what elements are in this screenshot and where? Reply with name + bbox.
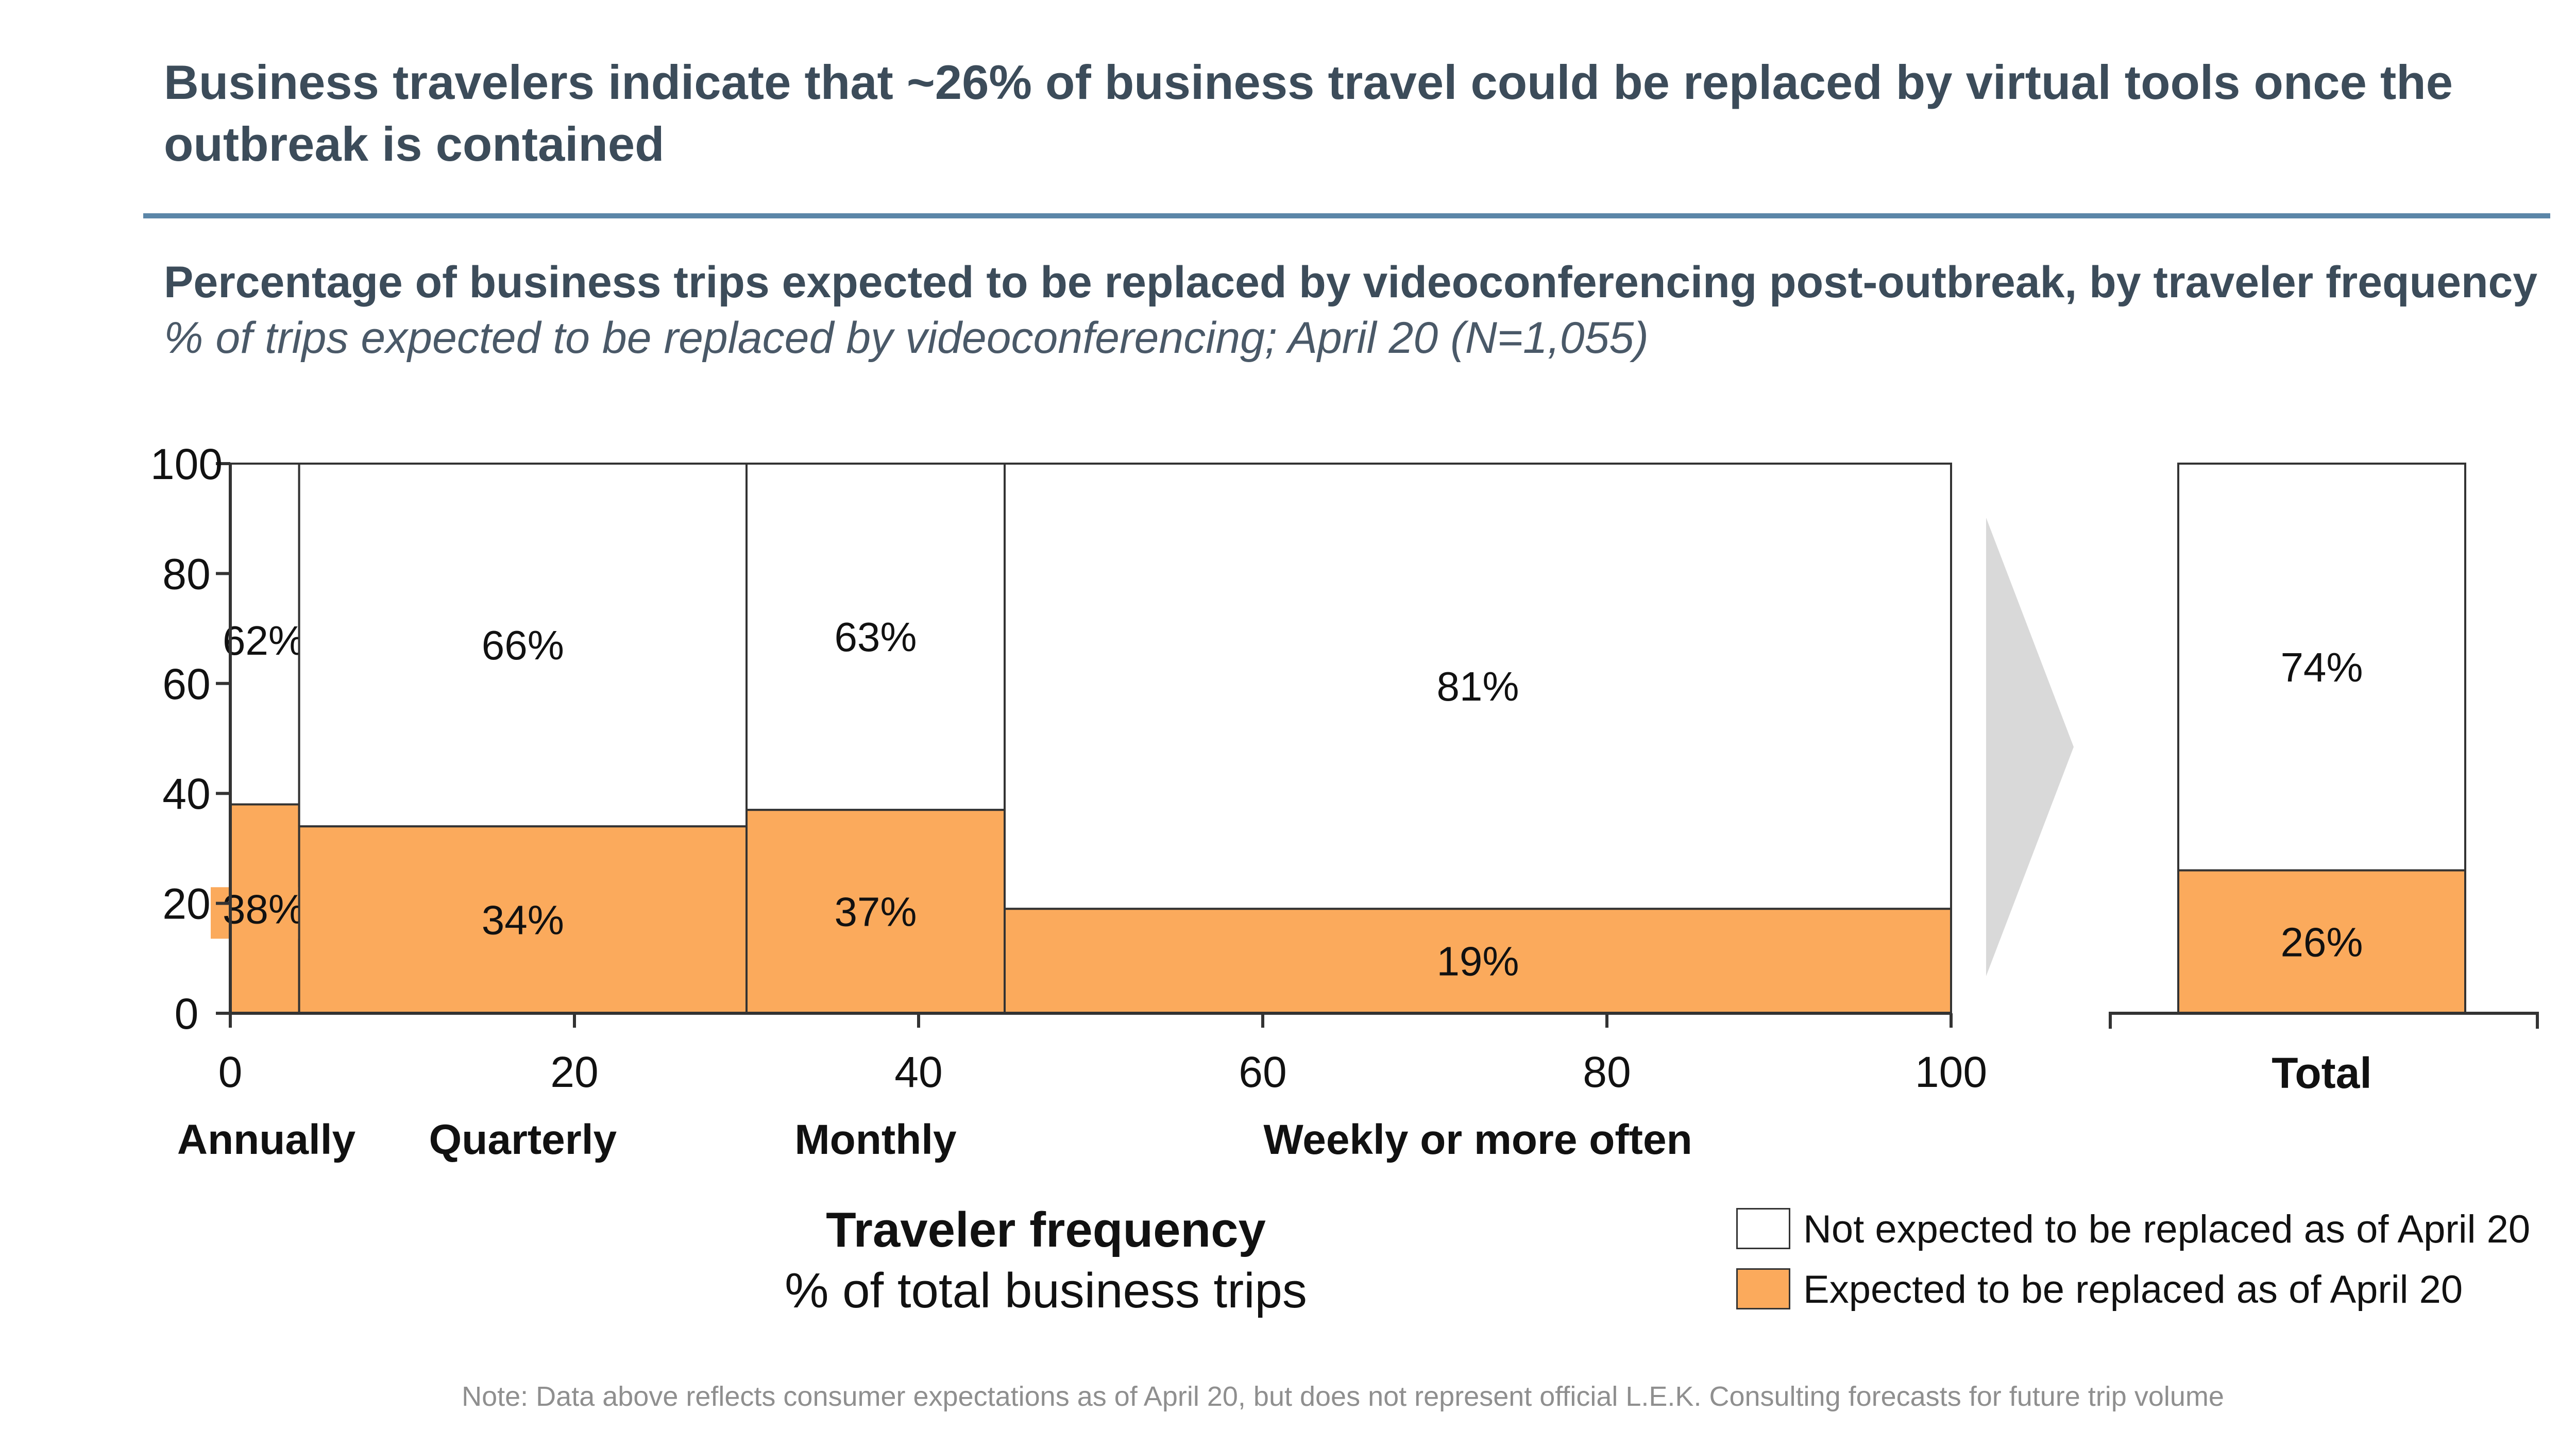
chart-subtitle: % of trips expected to be replaced by vi… — [164, 313, 1649, 363]
category-label-annually: Annually — [177, 1116, 356, 1163]
x-axis-title: Traveler frequency — [826, 1202, 1266, 1257]
data-label-expected-quarterly: 34% — [482, 897, 564, 943]
category-label-total: Total — [2272, 1049, 2371, 1097]
x-tick-label-80: 80 — [1583, 1048, 1631, 1096]
bar-not-expected-monthly — [745, 463, 1006, 811]
title-divider — [143, 213, 2550, 218]
data-label-not-expected-total: 74% — [2280, 644, 2363, 690]
bar-not-expected-weekly-or-more-often — [1004, 463, 1952, 910]
x-axis-subtitle: % of total business trips — [785, 1263, 1307, 1318]
data-label-not-expected-weekly-or-more-often: 81% — [1436, 663, 1519, 709]
x-tick-label-100: 100 — [1915, 1048, 1987, 1096]
y-tick-label-20: 20 — [162, 880, 210, 928]
bar-expected-weekly-or-more-often — [1004, 908, 1952, 1015]
data-label-not-expected-quarterly: 66% — [482, 622, 564, 668]
x-tick-label-40: 40 — [894, 1048, 942, 1096]
y-tick-label-80: 80 — [162, 550, 210, 598]
x-tick-label-60: 60 — [1239, 1048, 1286, 1096]
legend-label-not-expected: Not expected to be replaced as of April … — [1803, 1207, 2531, 1251]
legend-swatch-expected — [1736, 1268, 1790, 1309]
data-label-expected-monthly: 37% — [834, 889, 917, 935]
category-label-weekly-or-more-often: Weekly or more often — [1263, 1116, 1692, 1163]
data-label-expected-total: 26% — [2280, 919, 2363, 965]
bar-expected-quarterly — [298, 825, 748, 1014]
data-label-not-expected-annually: 62% — [223, 618, 305, 663]
bar-not-expected-total — [2177, 463, 2466, 872]
chart-title: Percentage of business trips expected to… — [164, 258, 2538, 307]
page-title: Business travelers indicate that ~26% of… — [164, 55, 2453, 171]
data-label-not-expected-monthly: 63% — [834, 614, 917, 660]
footnote: Note: Data above reflects consumer expec… — [462, 1381, 2224, 1412]
transition-arrow-icon — [1986, 518, 2074, 976]
legend-label-expected: Expected to be replaced as of April 20 — [1803, 1268, 2463, 1312]
legend-swatch-not-expected — [1736, 1208, 1790, 1249]
y-tick-label-100: 100 — [150, 440, 223, 488]
y-tick-label-60: 60 — [162, 660, 210, 708]
data-label-expected-annually: 38% — [223, 886, 305, 932]
y-tick-label-0: 0 — [175, 990, 199, 1038]
x-tick-label-20: 20 — [550, 1048, 598, 1096]
data-label-expected-weekly-or-more-often: 19% — [1436, 939, 1519, 984]
category-label-monthly: Monthly — [794, 1116, 957, 1163]
x-tick-label-0: 0 — [218, 1048, 243, 1096]
bar-expected-total — [2177, 869, 2466, 1014]
bar-not-expected-quarterly — [298, 463, 748, 828]
y-tick-label-40: 40 — [162, 770, 210, 818]
bar-expected-monthly — [745, 809, 1006, 1014]
marimekko-chart: 38% 62% Annually 34% 66% Quarterly 37% 63% Month… — [150, 440, 2539, 1318]
category-label-quarterly: Quarterly — [429, 1116, 617, 1163]
